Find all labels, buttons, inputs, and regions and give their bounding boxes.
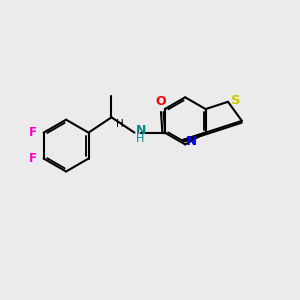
Text: H: H — [136, 134, 144, 144]
Text: O: O — [155, 95, 166, 108]
Text: F: F — [29, 126, 37, 139]
Text: S: S — [231, 94, 241, 107]
Text: N: N — [136, 124, 146, 137]
Text: N: N — [185, 135, 197, 148]
Text: F: F — [29, 152, 37, 165]
Text: H: H — [116, 119, 124, 129]
